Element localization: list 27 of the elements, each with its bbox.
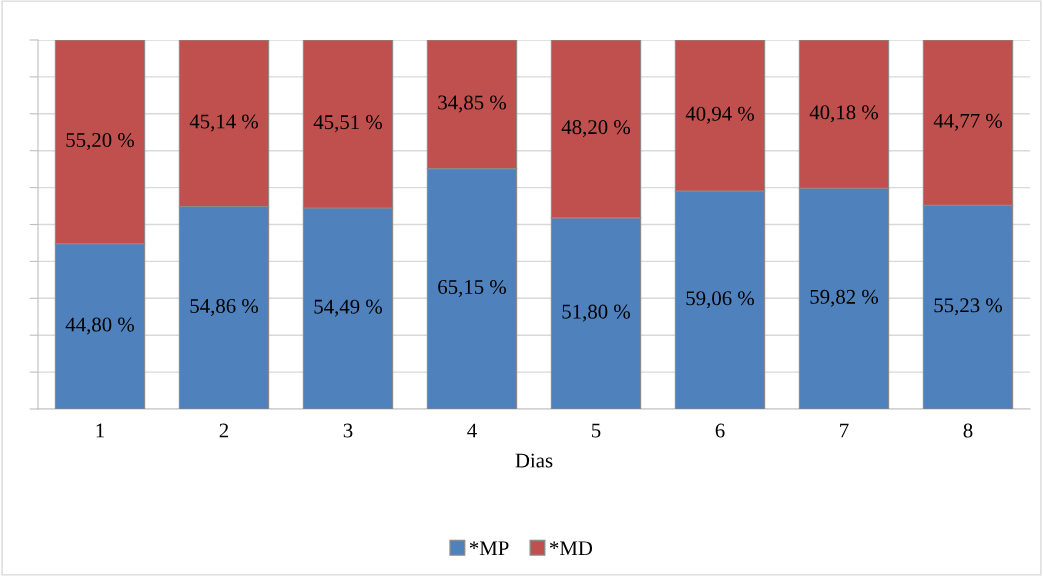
data-label: 51,80 % <box>562 304 631 322</box>
x-tick-label: 3 <box>343 423 353 438</box>
x-tick-label: 5 <box>592 423 601 438</box>
x-tick-label: 4 <box>467 423 477 438</box>
data-label: 54,49 % <box>314 299 383 317</box>
data-label: 65,15 % <box>438 279 507 298</box>
x-tick-label: 1 <box>96 423 104 438</box>
x-tick-label: 2 <box>219 423 229 438</box>
data-label: 44,77 % <box>933 113 1003 131</box>
data-label: 45,14 % <box>189 114 259 132</box>
data-label: 55,20 % <box>66 133 135 151</box>
data-label: 48,20 % <box>561 120 631 138</box>
legend-label: *MP <box>469 541 509 556</box>
data-label: 59,82 % <box>810 289 879 307</box>
data-label: 55,23 % <box>934 298 1003 316</box>
data-label: 54,86 % <box>190 298 259 316</box>
x-tick-label: 8 <box>963 423 973 438</box>
legend-label: *MD <box>549 541 593 556</box>
data-label: 40,18 % <box>809 105 879 123</box>
x-tick-label: 6 <box>715 423 725 438</box>
data-label: 45,51 % <box>313 115 383 133</box>
data-label: 59,06 % <box>686 291 755 309</box>
data-label: 40,94 % <box>685 106 755 124</box>
x-axis-title: Dias <box>515 453 553 468</box>
data-label: 34,85 % <box>438 95 507 113</box>
data-label: 44,80 % <box>65 317 135 335</box>
x-tick-label: 7 <box>840 423 849 438</box>
